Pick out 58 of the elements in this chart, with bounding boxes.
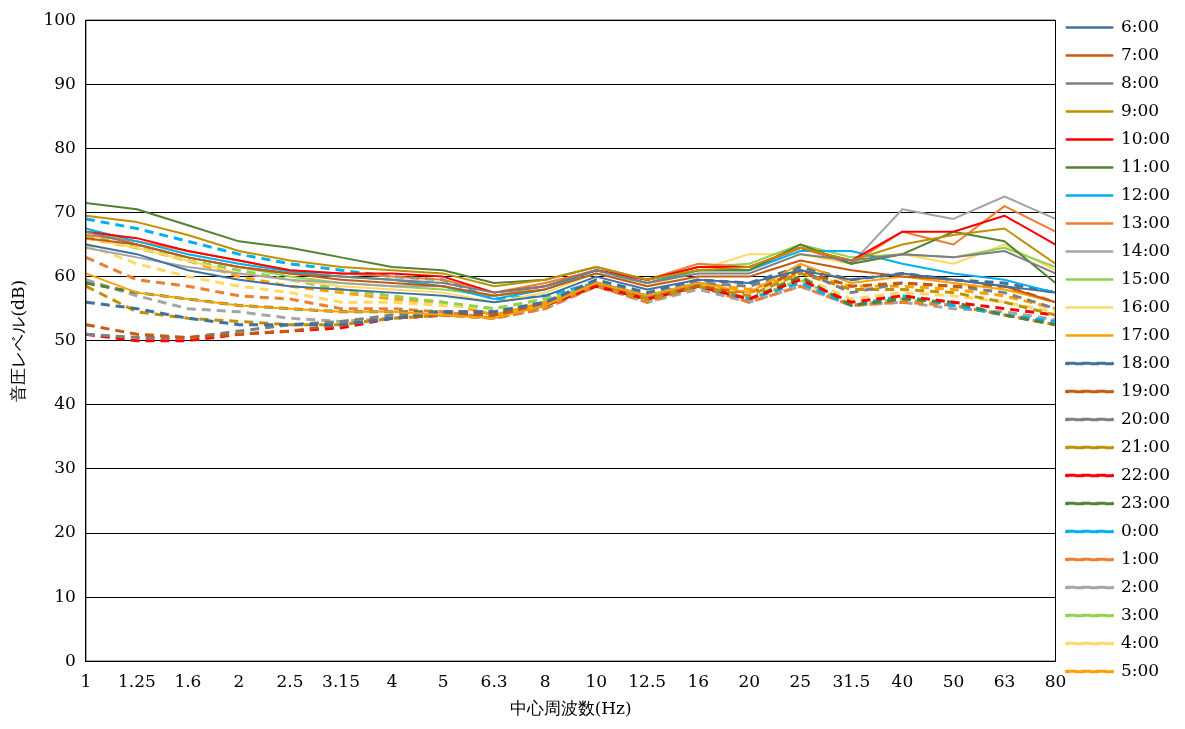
y-tick-label: 20 xyxy=(54,521,76,542)
x-tick-label: 40 xyxy=(891,670,914,691)
x-tick-label: 63 xyxy=(993,670,1016,691)
y-tick-label: 40 xyxy=(54,393,76,414)
x-tick-label: 12.5 xyxy=(628,670,667,691)
y-tick-label: 80 xyxy=(54,136,76,157)
legend-label: 15:00 xyxy=(1121,267,1171,288)
x-tick-label: 1.25 xyxy=(117,670,156,691)
legend-label: 12:00 xyxy=(1121,183,1171,204)
legend-label: 5:00 xyxy=(1121,659,1160,680)
legend-label: 17:00 xyxy=(1121,323,1171,344)
line-series xyxy=(84,217,1058,323)
y-tick-label: 0 xyxy=(65,649,76,670)
legend-label: 21:00 xyxy=(1121,435,1171,456)
legend-label: 22:00 xyxy=(1121,463,1171,484)
y-tick-label: 30 xyxy=(54,457,76,478)
legend-label: 20:00 xyxy=(1121,407,1171,428)
y-tick-label: 70 xyxy=(54,200,76,221)
x-tick-label: 2.5 xyxy=(276,670,304,691)
legend-label: 18:00 xyxy=(1121,351,1171,372)
legend-label: 6:00 xyxy=(1121,15,1160,36)
x-tick-label: 3.15 xyxy=(322,670,360,691)
y-tick-label: 100 xyxy=(43,8,76,29)
x-tick-label: 16 xyxy=(687,670,710,691)
x-tick-label: 4 xyxy=(386,670,398,691)
x-tick-label: 6.3 xyxy=(480,670,508,691)
legend-label: 23:00 xyxy=(1121,491,1171,512)
x-tick-label: 5 xyxy=(437,670,449,691)
x-tick-label: 25 xyxy=(789,670,812,691)
legend-label: 11:00 xyxy=(1121,155,1171,176)
y-tick-label: 60 xyxy=(54,265,76,286)
x-tick-label: 50 xyxy=(942,670,965,691)
legend-label: 7:00 xyxy=(1121,43,1160,64)
legend-label: 1:00 xyxy=(1121,547,1160,568)
y-tick-label: 50 xyxy=(54,329,76,350)
y-tick-label: 90 xyxy=(54,72,76,93)
legend-label: 9:00 xyxy=(1121,99,1160,120)
legend-label: 10:00 xyxy=(1121,127,1171,148)
x-tick-label: 2 xyxy=(233,670,245,691)
y-tick-label: 10 xyxy=(54,585,76,606)
x-tick-label: 20 xyxy=(738,670,761,691)
legend-label: 8:00 xyxy=(1121,71,1160,92)
legend-label: 19:00 xyxy=(1121,379,1171,400)
x-tick-label: 1 xyxy=(80,670,92,691)
legend-label: 16:00 xyxy=(1121,295,1171,316)
legend-label: 3:00 xyxy=(1121,603,1160,624)
x-tick-label: 1.6 xyxy=(174,670,202,691)
x-axis-title: 中心周波数(Hz) xyxy=(509,698,632,719)
legend-label: 13:00 xyxy=(1121,211,1171,232)
legend-label: 14:00 xyxy=(1121,239,1171,260)
legend-label: 2:00 xyxy=(1121,575,1160,596)
legend-label: 4:00 xyxy=(1121,631,1160,652)
x-tick-label: 80 xyxy=(1044,670,1067,691)
x-tick-label: 8 xyxy=(539,670,551,691)
legend-label: 0:00 xyxy=(1121,519,1160,540)
x-tick-label: 10 xyxy=(585,670,608,691)
x-tick-label: 31.5 xyxy=(832,670,871,691)
y-axis-title: 音圧レベル(dB) xyxy=(7,279,28,402)
